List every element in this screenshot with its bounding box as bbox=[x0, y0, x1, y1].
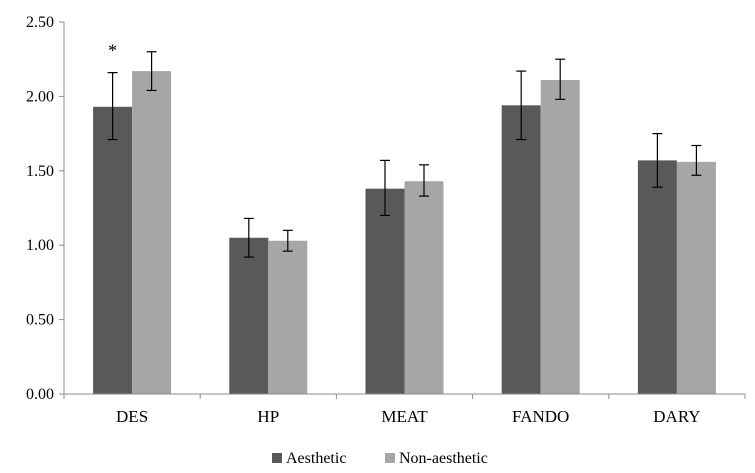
bar-aesthetic-fando bbox=[501, 105, 541, 394]
legend-label: Aesthetic bbox=[286, 450, 346, 467]
bar-non-aesthetic-des bbox=[132, 71, 172, 394]
x-tick-label: HP bbox=[257, 407, 279, 426]
bar-aesthetic-hp bbox=[229, 237, 269, 394]
bar-non-aesthetic-dary bbox=[676, 161, 716, 394]
y-tick-label: 1.50 bbox=[26, 163, 54, 180]
x-axis: DES HP MEAT FANDO DARY bbox=[63, 393, 746, 426]
y-tick-label: 0.50 bbox=[26, 312, 54, 329]
y-tick-label: 2.00 bbox=[26, 88, 54, 105]
significance-asterisk: * bbox=[108, 41, 117, 61]
x-tick-label: DARY bbox=[653, 407, 700, 426]
y-axis: 0.00 0.50 1.00 1.50 2.00 2.50 bbox=[26, 14, 65, 403]
annotations: * bbox=[108, 41, 117, 61]
legend-swatch-non-aesthetic bbox=[385, 453, 395, 463]
x-tick-label: MEAT bbox=[381, 407, 428, 426]
bar-non-aesthetic-meat bbox=[404, 181, 444, 394]
bars-layer bbox=[93, 71, 716, 395]
bar-aesthetic-meat bbox=[365, 188, 405, 394]
legend: Aesthetic Non-aesthetic bbox=[272, 450, 488, 467]
y-tick-label: 0.00 bbox=[26, 386, 54, 403]
x-tick-label: DES bbox=[116, 407, 148, 426]
x-tick-label: FANDO bbox=[512, 407, 569, 426]
y-tick-label: 2.50 bbox=[26, 14, 54, 31]
legend-swatch-aesthetic bbox=[272, 453, 282, 463]
bar-non-aesthetic-hp bbox=[268, 240, 308, 394]
y-tick-label: 1.00 bbox=[26, 237, 54, 254]
bar-aesthetic-dary bbox=[637, 160, 677, 394]
bar-aesthetic-des bbox=[93, 106, 133, 394]
error-bars-layer bbox=[107, 51, 702, 258]
legend-label: Non-aesthetic bbox=[399, 450, 488, 467]
bar-non-aesthetic-fando bbox=[540, 80, 580, 395]
